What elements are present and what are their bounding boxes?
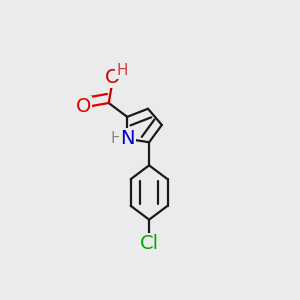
Text: O: O: [105, 68, 121, 87]
Text: H: H: [116, 63, 128, 78]
Text: O: O: [76, 97, 91, 116]
Text: N: N: [120, 129, 135, 148]
Text: Cl: Cl: [140, 234, 159, 254]
Text: H: H: [110, 131, 122, 146]
